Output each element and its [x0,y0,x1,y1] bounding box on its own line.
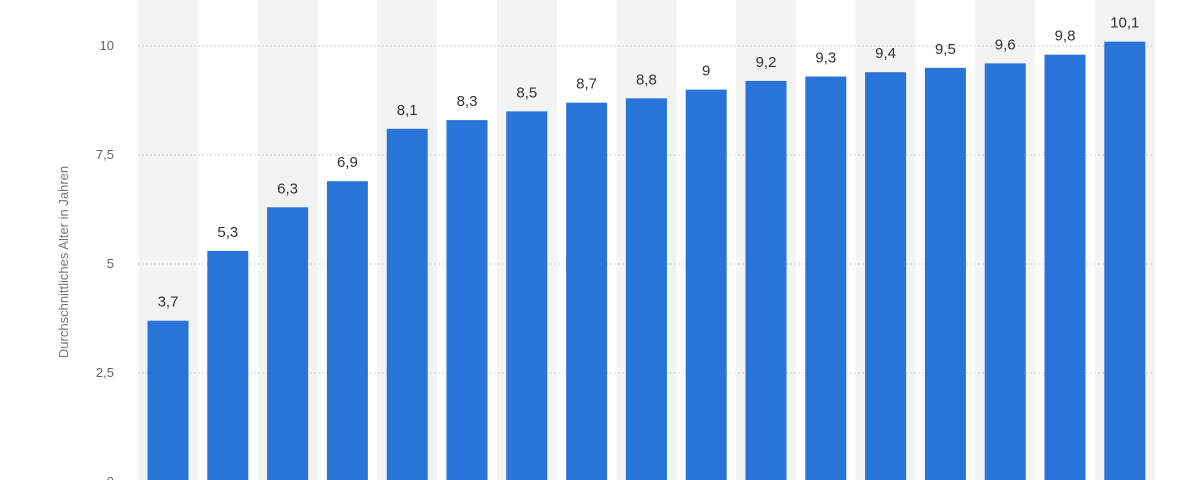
bars [147,41,1146,480]
bar[interactable] [1044,54,1086,480]
data-label: 8,5 [516,84,537,101]
bar[interactable] [685,89,727,480]
y-tick-label: 0 [107,474,114,480]
y-tick-label: 5 [107,256,114,271]
bar[interactable] [207,250,249,480]
bar[interactable] [625,98,667,480]
data-label: 8,8 [636,71,657,88]
data-labels: 3,7 5,3 6,3 6,9 8,1 8,3 8,5 8,7 8,8 9 9,2 9,3 9,4 9,5… [158,15,1140,311]
bar[interactable] [745,80,787,480]
bar[interactable] [865,72,907,480]
bar[interactable] [1104,41,1146,480]
data-label: 9,3 [815,50,836,67]
data-label: 9,2 [756,54,777,71]
y-axis-title: Durchschnittliches Alter in Jahren [56,166,71,358]
y-tick-label: 2,5 [96,365,114,380]
bar[interactable] [506,111,548,480]
bar[interactable] [386,128,428,480]
bar[interactable] [446,120,488,480]
bar[interactable] [984,63,1026,480]
data-label: 6,9 [337,154,358,171]
y-tick-label: 7,5 [96,147,114,162]
data-label: 9,5 [935,41,956,58]
data-label: 8,1 [397,102,418,119]
data-label: 10,1 [1110,15,1139,32]
y-tick-label: 10 [100,38,114,53]
bar[interactable] [924,67,966,480]
data-label: 6,3 [277,180,298,197]
data-label: 9,4 [875,45,896,62]
data-label: 9,6 [995,36,1016,53]
bar[interactable] [326,181,368,480]
y-axis-ticks: 0 2,5 5 7,5 10 [96,38,114,480]
data-label: 9 [702,63,710,80]
data-label: 8,3 [457,93,478,110]
bar[interactable] [805,76,847,480]
data-label: 9,8 [1055,28,1076,45]
bar[interactable] [147,320,189,480]
bar[interactable] [566,102,608,480]
data-label: 8,7 [576,76,597,93]
data-label: 3,7 [158,294,179,311]
data-label: 5,3 [217,224,238,241]
bar[interactable] [267,207,309,480]
